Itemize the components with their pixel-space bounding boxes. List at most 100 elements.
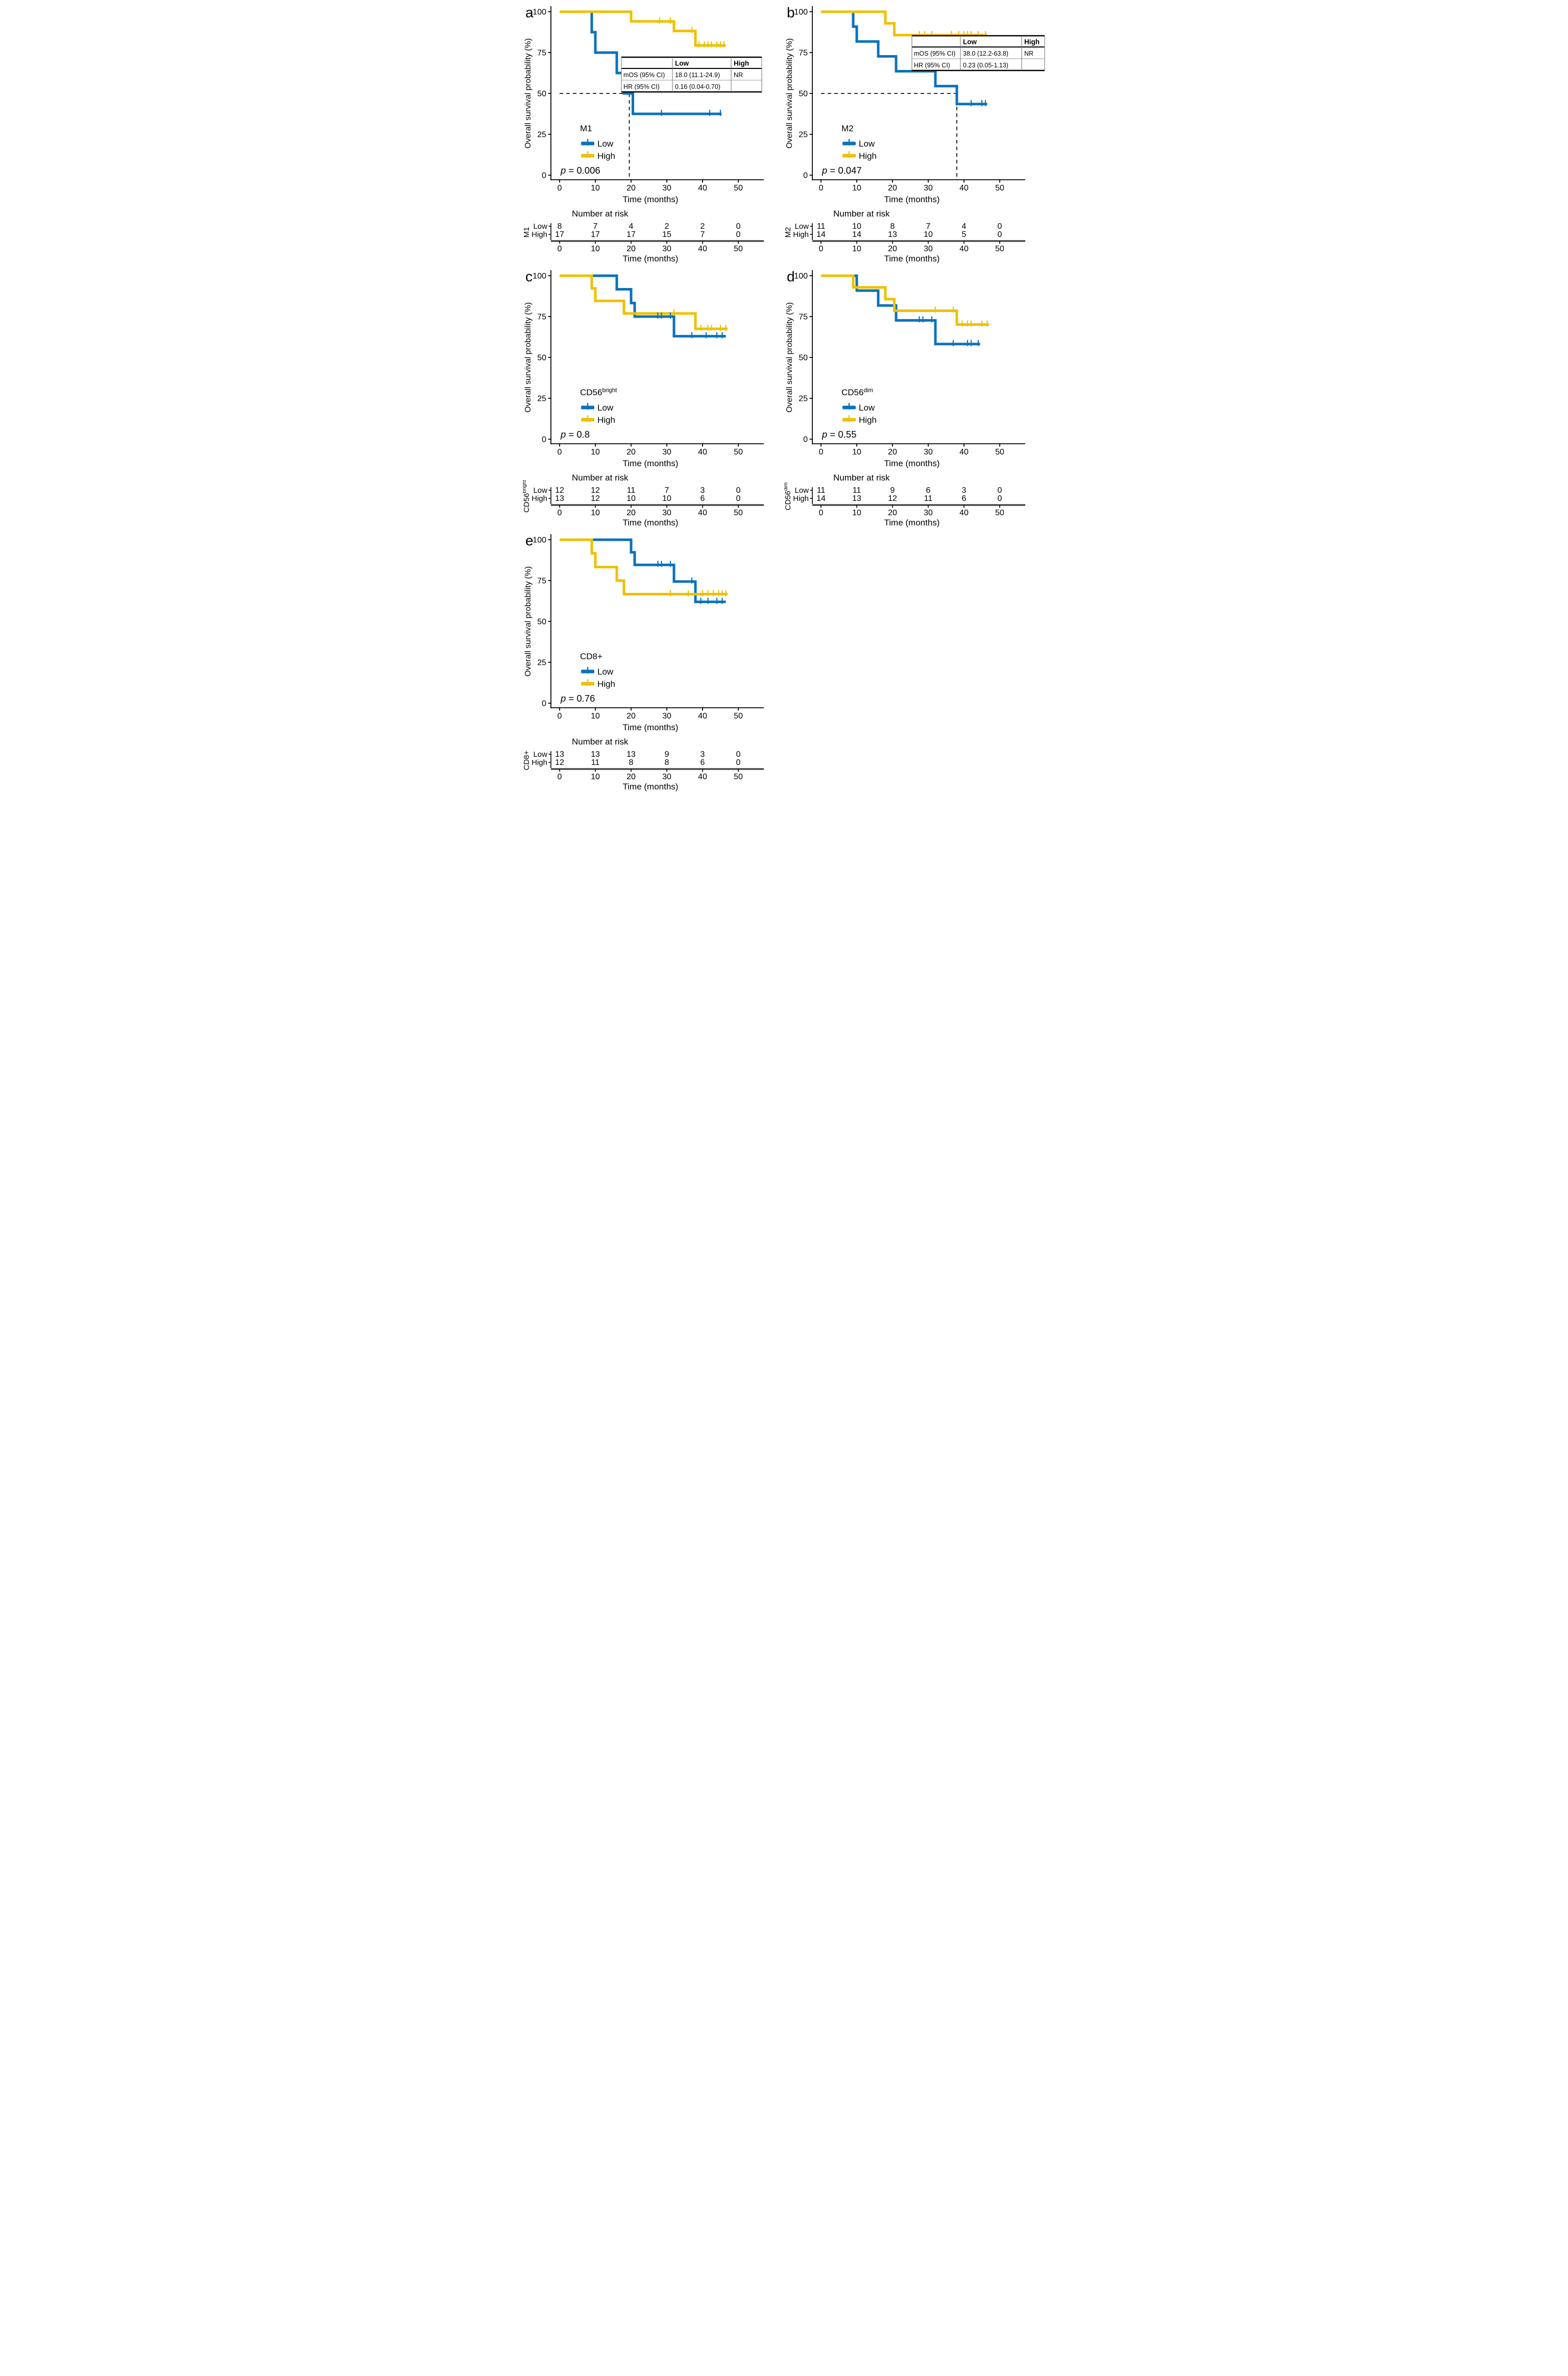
risk-x-tick-label: 40: [959, 509, 969, 517]
risk-count-low: 0: [736, 486, 740, 495]
risk-x-tick-label: 20: [626, 245, 636, 253]
x-tick-label: 0: [557, 448, 562, 457]
risk-count-low: 7: [664, 486, 669, 495]
y-tick-label: 50: [537, 90, 546, 99]
x-tick-label: 0: [557, 184, 562, 193]
x-tick-label: 30: [662, 712, 671, 721]
risk-count-high: 12: [591, 494, 600, 503]
inset-value-high: NR: [734, 71, 743, 79]
y-tick-label: 25: [799, 395, 808, 403]
inset-table: Low High mOS (95% CI) 38.0 (12.2-63.8) NR HR …: [911, 35, 1045, 71]
x-tick-label: 20: [888, 448, 897, 457]
inset-value-low: 0.16 (0.04-0.70): [675, 83, 720, 90]
x-tick-label: 0: [818, 448, 823, 457]
risk-count-high: 0: [736, 494, 740, 503]
x-tick-label: 50: [995, 448, 1004, 457]
risk-count-low: 8: [890, 222, 895, 231]
risk-count-low: 2: [700, 222, 705, 231]
km-panel-d: d Overall survival probability (%) 0 25 50 75…: [784, 269, 1025, 527]
risk-row-label-high: High: [532, 758, 547, 767]
risk-count-high: 13: [852, 494, 861, 503]
risk-row-label-high: High: [793, 494, 809, 503]
y-axis-title: Overall survival probability (%): [524, 302, 533, 413]
risk-count-low: 9: [890, 486, 895, 495]
risk-x-tick-label: 10: [591, 245, 600, 253]
risk-x-tick-label: 20: [626, 509, 636, 517]
risk-count-low: 13: [591, 750, 600, 759]
x-tick-label: 10: [852, 448, 861, 457]
risk-count-high: 14: [852, 230, 861, 239]
x-tick-label: 50: [734, 712, 743, 721]
risk-x-tick-label: 50: [734, 509, 743, 517]
y-axis-title: Overall survival probability (%): [785, 38, 794, 149]
risk-count-high: 13: [555, 494, 564, 503]
risk-count-high: 12: [555, 758, 564, 767]
km-curve-high: [821, 10, 987, 37]
risk-axis-title: M2: [784, 227, 792, 238]
risk-count-high: 10: [662, 494, 671, 503]
legend-label-low: Low: [597, 667, 614, 677]
inset-row-label: HR (95% CI): [914, 62, 950, 69]
risk-x-tick-label: 50: [995, 509, 1004, 517]
risk-row-label-high: High: [532, 230, 547, 239]
risk-x-tick-label: 50: [734, 773, 743, 781]
y-tick-label: 75: [799, 49, 808, 58]
risk-count-high: 6: [961, 494, 966, 503]
x-tick-label: 0: [557, 712, 562, 721]
legend-marker-low: [581, 669, 594, 674]
x-tick-label: 40: [959, 184, 969, 193]
legend-marker-high: [842, 154, 856, 158]
risk-count-high: 0: [736, 758, 740, 767]
legend-title: CD8+: [580, 652, 602, 661]
risk-count-low: 7: [593, 222, 597, 231]
panel-letter: e: [525, 533, 534, 548]
inset-table: Low High mOS (95% CI) 18.0 (11.1-24.9) NR HR …: [621, 56, 762, 93]
risk-count-high: 10: [626, 494, 636, 503]
legend-marker-high: [842, 418, 856, 422]
risk-x-axis-title: Time (months): [884, 518, 939, 527]
risk-row-label-low: Low: [533, 750, 547, 759]
risk-x-tick-label: 10: [852, 509, 861, 517]
y-tick-label: 100: [533, 536, 546, 545]
legend-marker-low: [842, 141, 856, 146]
x-tick-label: 50: [995, 184, 1004, 193]
risk-count-low: 0: [997, 222, 1002, 231]
legend-label-low: Low: [597, 139, 614, 149]
y-tick-label: 75: [799, 313, 808, 322]
km-curve-high: [559, 538, 728, 596]
legend-marker-low: [581, 405, 594, 410]
y-tick-label: 100: [794, 8, 808, 17]
risk-x-tick-label: 10: [591, 773, 600, 781]
risk-count-low: 0: [736, 750, 740, 759]
y-tick-label: 25: [537, 395, 546, 403]
inset-value-low: 0.23 (0.05-1.13): [963, 62, 1008, 69]
risk-count-high: 11: [591, 758, 599, 767]
risk-count-high: 12: [888, 494, 897, 503]
risk-x-tick-label: 30: [924, 509, 933, 517]
y-tick-label: 100: [794, 272, 808, 281]
risk-count-high: 11: [924, 494, 932, 503]
inset-table-bg: [911, 36, 1045, 70]
y-tick-label: 75: [537, 313, 546, 322]
inset-value-high: NR: [1024, 50, 1033, 57]
risk-x-tick-label: 30: [662, 509, 671, 517]
km-curve-high: [559, 274, 728, 330]
risk-count-low: 12: [555, 486, 564, 495]
legend-label-low: Low: [859, 403, 875, 413]
legend-label-high: High: [859, 415, 877, 425]
risk-count-high: 15: [662, 230, 671, 239]
legend-label-low: Low: [859, 139, 875, 149]
risk-count-low: 6: [926, 486, 930, 495]
y-tick-label: 0: [542, 436, 546, 444]
y-tick-label: 0: [803, 172, 808, 180]
y-tick-label: 50: [799, 354, 808, 363]
x-tick-label: 10: [852, 184, 861, 193]
x-tick-label: 10: [591, 184, 600, 193]
risk-x-axis-title: Time (months): [622, 782, 678, 791]
x-axis-title: Time (months): [622, 723, 678, 732]
risk-count-high: 8: [629, 758, 633, 767]
